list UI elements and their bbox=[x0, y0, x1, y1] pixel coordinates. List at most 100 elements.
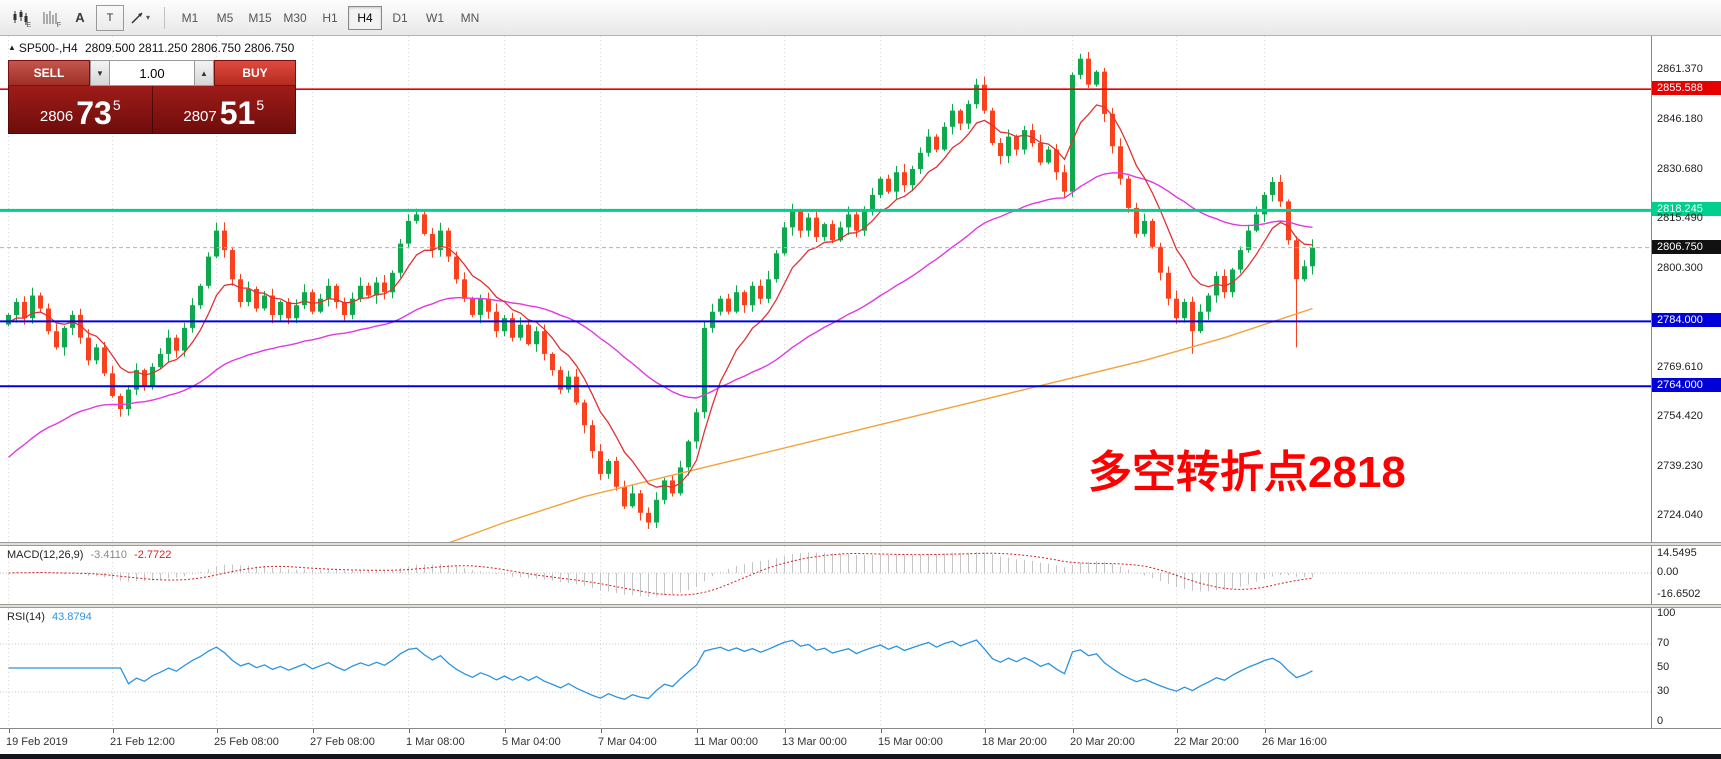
price-axis-label: 2830.680 bbox=[1657, 163, 1703, 175]
sell-button[interactable]: SELL bbox=[8, 60, 90, 86]
rsi-plot[interactable] bbox=[0, 608, 1651, 728]
rsi-axis-label: 0 bbox=[1657, 715, 1664, 727]
timeframe-m5-button[interactable]: M5 bbox=[208, 6, 242, 30]
macd-axis-label: -16.6502 bbox=[1657, 588, 1701, 600]
lot-decrement-button[interactable]: ▼ bbox=[90, 60, 110, 86]
price-level-badge: 2818.245 bbox=[1652, 202, 1721, 216]
chart-symbol-header: ▲ SP500-,H4 2809.500 2811.250 2806.750 28… bbox=[8, 41, 294, 55]
price-axis-label: 2861.370 bbox=[1657, 63, 1703, 75]
grid-layer bbox=[8, 546, 1265, 604]
bid-price-prefix: 2806 bbox=[39, 108, 74, 125]
bars-glyph bbox=[43, 10, 57, 24]
time-axis-label: 13 Mar 00:00 bbox=[782, 736, 847, 748]
main-chart-plot[interactable] bbox=[0, 36, 1651, 542]
timeframe-h4-button[interactable]: H4 bbox=[348, 5, 382, 30]
bid-price-big-digits: 73 bbox=[76, 95, 112, 132]
ask-price-display[interactable]: 2807 51 5 bbox=[153, 86, 296, 133]
macd-axis-label: 14.5495 bbox=[1657, 547, 1697, 559]
price-axis-label: 2800.300 bbox=[1657, 262, 1703, 274]
timeframe-d1-button[interactable]: D1 bbox=[383, 6, 417, 30]
time-tick bbox=[313, 729, 314, 733]
bid-ask-display: 2806 73 5 2807 51 5 bbox=[8, 86, 296, 134]
price-axis[interactable]: 2861.370 2855.588 2846.180 2830.680 2818.245… bbox=[1651, 36, 1721, 542]
buy-button[interactable]: BUY bbox=[214, 60, 296, 86]
time-axis-label: 7 Mar 04:00 bbox=[598, 736, 657, 748]
rsi-axis-label: 50 bbox=[1657, 661, 1670, 673]
price-axis-label: 2846.180 bbox=[1657, 113, 1703, 125]
price-axis-label: 2815.490 bbox=[1657, 212, 1703, 224]
chart-text-annotation: 多空转折点2818 bbox=[1088, 448, 1406, 497]
text-label-icon[interactable]: T bbox=[96, 4, 124, 31]
tool-sub-label: E bbox=[26, 21, 31, 29]
bid-price-display[interactable]: 2806 73 5 bbox=[9, 86, 153, 133]
rsi-label: RSI(14) bbox=[7, 611, 45, 623]
ask-price-big-digits: 51 bbox=[219, 95, 256, 132]
rsi-axis-label: 100 bbox=[1657, 608, 1676, 619]
timeframe-m1-button[interactable]: M1 bbox=[173, 6, 207, 30]
time-tick bbox=[697, 729, 698, 733]
time-tick bbox=[409, 729, 410, 733]
timeframe-h1-button[interactable]: H1 bbox=[313, 6, 347, 30]
trade-controls-row: SELL ▼ ▲ BUY bbox=[8, 60, 296, 86]
macd-signal-value: -2.7722 bbox=[134, 549, 172, 561]
macd-main-value: -3.4110 bbox=[90, 549, 127, 561]
time-axis-label: 19 Feb 2019 bbox=[6, 736, 68, 748]
arrow-glyph bbox=[131, 11, 143, 24]
price-axis-label: 2769.610 bbox=[1657, 361, 1703, 373]
horizontal-scrollbar[interactable] bbox=[0, 754, 1721, 759]
bar-chart-icon[interactable]: F bbox=[36, 5, 64, 31]
macd-label: MACD(12,26,9) bbox=[7, 549, 84, 561]
time-axis-label: 5 Mar 04:00 bbox=[502, 736, 561, 748]
time-tick bbox=[1073, 729, 1074, 733]
draw-tools-icon[interactable]: ▾ bbox=[126, 5, 154, 31]
rsi-header: RSI(14) 43.8794 bbox=[7, 611, 92, 623]
time-tick bbox=[505, 729, 506, 733]
time-tick bbox=[601, 729, 602, 733]
ma-trend-line bbox=[449, 307, 1313, 542]
macd-axis[interactable]: 14.5495 0.00 -16.6502 bbox=[1651, 546, 1721, 604]
candlestick-chart-icon[interactable]: E bbox=[6, 5, 34, 31]
one-click-trade-widget: SELL ▼ ▲ BUY 2806 73 5 2807 51 5 bbox=[8, 60, 296, 134]
bid-price-pip-digit: 5 bbox=[112, 97, 121, 113]
price-axis-label: 2739.230 bbox=[1657, 460, 1703, 472]
time-axis[interactable]: 19 Feb 2019 21 Feb 12:00 25 Feb 08:00 27 Fe… bbox=[0, 728, 1721, 754]
candlestick-glyph bbox=[13, 9, 28, 25]
time-axis-label: 1 Mar 08:00 bbox=[406, 736, 465, 748]
lot-increment-button[interactable]: ▲ bbox=[194, 60, 214, 86]
price-axis-label: 2754.420 bbox=[1657, 410, 1703, 422]
timeframe-m15-button[interactable]: M15 bbox=[243, 6, 277, 30]
chevron-down-icon: ▾ bbox=[145, 13, 150, 22]
rsi-panel: 100 70 50 30 0 RSI(14) 43.8794 bbox=[0, 608, 1721, 728]
timeframe-w1-button[interactable]: W1 bbox=[418, 6, 452, 30]
macd-plot[interactable] bbox=[0, 546, 1651, 604]
price-level-badge: 2806.750 bbox=[1652, 240, 1721, 254]
timeframe-mn-button[interactable]: MN bbox=[453, 6, 487, 30]
main-chart-panel: 2861.370 2855.588 2846.180 2830.680 2818.245… bbox=[0, 36, 1721, 542]
ask-price-prefix: 2807 bbox=[183, 108, 217, 125]
price-axis-label: 2724.040 bbox=[1657, 509, 1703, 521]
macd-header: MACD(12,26,9) -3.4110 -2.7722 bbox=[7, 549, 171, 561]
rsi-axis[interactable]: 100 70 50 30 0 bbox=[1651, 608, 1721, 728]
time-axis-label: 11 Mar 00:00 bbox=[694, 736, 759, 748]
lot-size-input[interactable] bbox=[110, 60, 194, 86]
price-level-badge: 2855.588 bbox=[1652, 81, 1721, 95]
toolbar: E F A T ▾ M1 M5 M15 M30 H1 H4 D1 W1 MN bbox=[0, 0, 1721, 36]
time-tick bbox=[881, 729, 882, 733]
rsi-value: 43.8794 bbox=[51, 611, 92, 623]
time-tick bbox=[1177, 729, 1178, 733]
time-tick bbox=[785, 729, 786, 733]
time-tick bbox=[985, 729, 986, 733]
panel-splitter[interactable] bbox=[0, 542, 1721, 546]
timeframe-m30-button[interactable]: M30 bbox=[278, 6, 312, 30]
toolbar-timeframes: M1 M5 M15 M30 H1 H4 D1 W1 MN bbox=[173, 5, 488, 30]
text-annotation-icon[interactable]: A bbox=[75, 10, 85, 25]
time-axis-label: 20 Mar 20:00 bbox=[1070, 736, 1135, 748]
time-axis-label: 22 Mar 20:00 bbox=[1174, 736, 1239, 748]
macd-signal-line bbox=[8, 552, 1313, 596]
symbol-timeframe-label: SP500-,H4 bbox=[18, 41, 78, 55]
panel-splitter[interactable] bbox=[0, 604, 1721, 608]
time-axis-label: 25 Feb 08:00 bbox=[214, 736, 279, 748]
toolbar-separator bbox=[164, 6, 165, 29]
tool-sub-label: F bbox=[56, 21, 61, 29]
